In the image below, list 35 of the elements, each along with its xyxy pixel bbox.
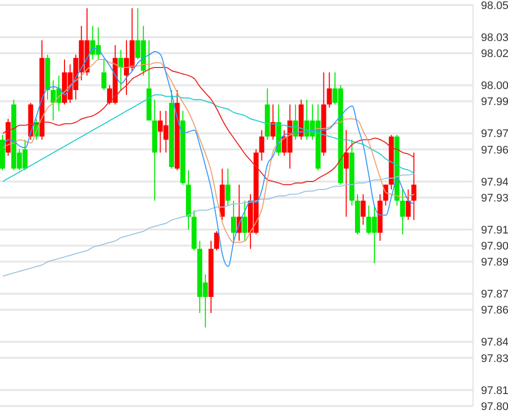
y-tick-label: 97.97	[481, 128, 508, 140]
y-tick-label: 97.89	[481, 256, 508, 269]
candlestick	[101, 59, 106, 91]
y-tick-label: 98.05	[481, 0, 508, 12]
line-series	[2, 172, 415, 277]
line-series	[2, 94, 415, 182]
candlestick	[225, 168, 230, 206]
y-tick-label: 97.84	[481, 336, 508, 349]
y-tick-label: 97.99	[481, 96, 508, 108]
candlestick	[270, 104, 276, 140]
y-tick-label: 97.86	[481, 304, 508, 317]
candlestick	[360, 194, 366, 226]
line-series	[2, 67, 415, 186]
y-tick-label: 98.02	[481, 48, 508, 60]
y-tick-label: 98.00	[481, 80, 508, 92]
y-tick-label: 97.96	[481, 144, 508, 156]
candlestick	[344, 130, 349, 218]
candlestick	[411, 152, 416, 220]
y-tick-label: 97.80	[481, 400, 508, 413]
y-tick-label: 97.91	[481, 224, 508, 236]
candlestick	[259, 130, 264, 162]
candlestick	[406, 188, 411, 220]
candlestick	[400, 188, 406, 235]
candlestick	[326, 72, 332, 108]
y-tick-label: 97.87	[481, 288, 508, 301]
y-tick-label: 97.93	[481, 192, 508, 204]
y-tick-label: 98.03	[481, 32, 508, 44]
candlestick	[214, 230, 220, 251]
y-tick-label: 97.83	[481, 352, 508, 365]
y-tick-label: 97.90	[481, 240, 508, 253]
y-tick-label: 97.94	[481, 176, 508, 188]
y-tick-label: 97.81	[481, 384, 508, 397]
candlestick	[118, 49, 124, 91]
candlestick	[242, 200, 248, 242]
candlestick	[231, 200, 236, 242]
